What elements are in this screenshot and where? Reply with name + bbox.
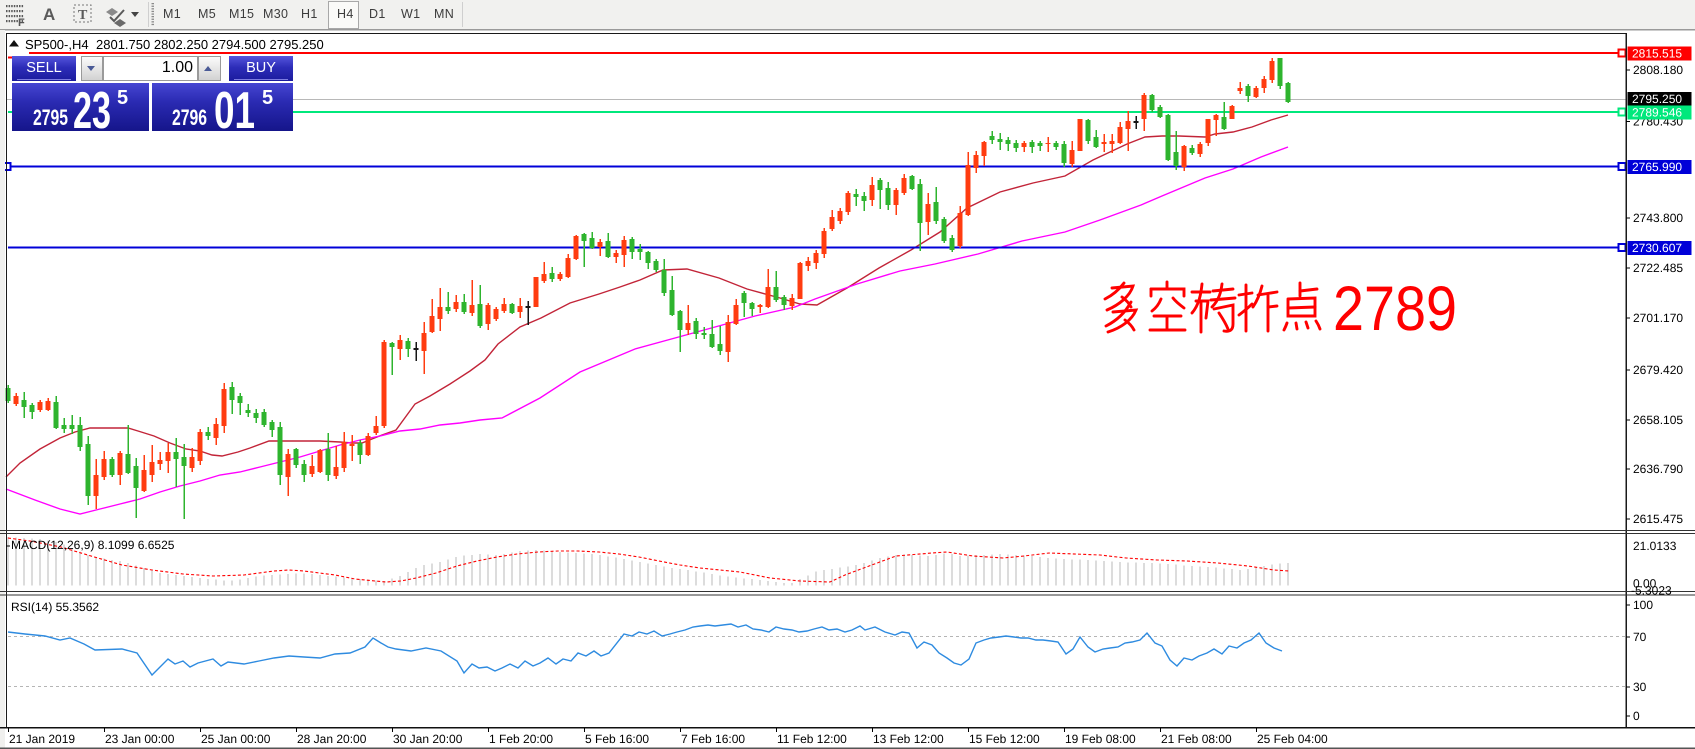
svg-text:2789: 2789 (1333, 274, 1457, 344)
svg-text:2743.800: 2743.800 (1633, 211, 1683, 225)
svg-text:11 Feb 12:00: 11 Feb 12:00 (777, 732, 847, 746)
svg-text:28 Jan 20:00: 28 Jan 20:00 (297, 732, 367, 746)
svg-text:A: A (43, 5, 55, 24)
svg-text:13 Feb 12:00: 13 Feb 12:00 (873, 732, 944, 746)
svg-text:T: T (78, 8, 88, 23)
svg-text:2765.990: 2765.990 (1632, 160, 1682, 174)
svg-text:23 Jan 00:00: 23 Jan 00:00 (105, 732, 175, 746)
svg-text:RSI(14) 55.3562: RSI(14) 55.3562 (11, 600, 99, 614)
svg-text:70: 70 (1633, 630, 1647, 644)
svg-text:-5.3023: -5.3023 (1631, 584, 1672, 598)
svg-text:7 Feb 16:00: 7 Feb 16:00 (681, 732, 745, 746)
svg-text:2730.607: 2730.607 (1632, 241, 1682, 255)
svg-text:15 Feb 12:00: 15 Feb 12:00 (969, 732, 1040, 746)
svg-text:2796: 2796 (172, 105, 207, 130)
svg-text:2701.170: 2701.170 (1633, 311, 1683, 325)
svg-text:F: F (18, 17, 25, 29)
svg-text:2808.180: 2808.180 (1633, 63, 1683, 77)
svg-text:5: 5 (117, 87, 128, 109)
svg-text:23: 23 (73, 82, 111, 138)
svg-text:25 Feb 04:00: 25 Feb 04:00 (1257, 732, 1328, 746)
svg-text:100: 100 (1633, 598, 1653, 612)
svg-text:2815.515: 2815.515 (1632, 47, 1682, 61)
svg-text:2658.105: 2658.105 (1633, 413, 1683, 427)
svg-text:2615.475: 2615.475 (1633, 512, 1683, 526)
svg-text:MACD(12,26,9) 8.1099 6.6525: MACD(12,26,9) 8.1099 6.6525 (11, 538, 175, 552)
svg-text:2679.420: 2679.420 (1633, 363, 1683, 377)
svg-text:5: 5 (262, 87, 273, 109)
svg-text:SP500-,H4: SP500-,H4 (25, 37, 89, 52)
svg-text:0.00: 0.00 (1633, 577, 1657, 591)
svg-text:19 Feb 08:00: 19 Feb 08:00 (1065, 732, 1136, 746)
svg-text:21 Feb 08:00: 21 Feb 08:00 (1161, 732, 1232, 746)
svg-text:30: 30 (1633, 680, 1647, 694)
svg-text:01: 01 (214, 82, 255, 138)
svg-text:25 Jan 00:00: 25 Jan 00:00 (201, 732, 271, 746)
svg-text:2795.250: 2795.250 (1632, 92, 1682, 106)
svg-text:2636.790: 2636.790 (1633, 462, 1683, 476)
svg-text:2801.750 2802.250 2794.500 279: 2801.750 2802.250 2794.500 2795.250 (96, 37, 324, 52)
svg-text:21.0133: 21.0133 (1633, 539, 1677, 553)
svg-text:1 Feb 20:00: 1 Feb 20:00 (489, 732, 553, 746)
svg-text:5 Feb 16:00: 5 Feb 16:00 (585, 732, 649, 746)
svg-text:2789.546: 2789.546 (1632, 106, 1682, 120)
svg-text:30 Jan 20:00: 30 Jan 20:00 (393, 732, 463, 746)
svg-text:2795: 2795 (33, 105, 68, 130)
svg-text:0: 0 (1633, 709, 1640, 723)
svg-text:21 Jan 2019: 21 Jan 2019 (9, 732, 75, 746)
svg-text:2722.485: 2722.485 (1633, 261, 1683, 275)
